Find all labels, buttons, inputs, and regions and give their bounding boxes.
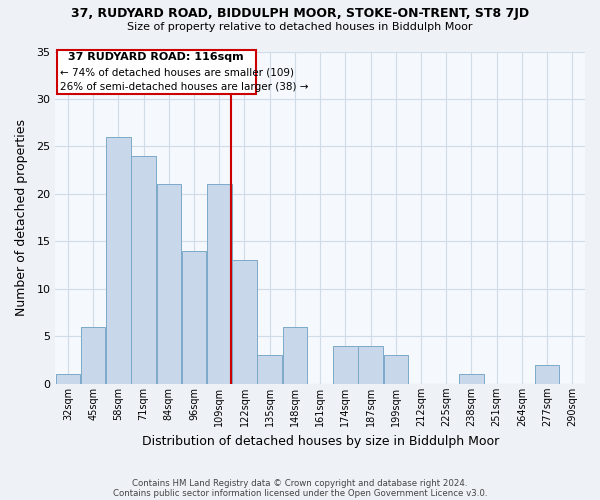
Text: Contains public sector information licensed under the Open Government Licence v3: Contains public sector information licen…: [113, 488, 487, 498]
Bar: [283, 327, 307, 384]
Bar: [232, 260, 257, 384]
X-axis label: Distribution of detached houses by size in Biddulph Moor: Distribution of detached houses by size …: [142, 434, 499, 448]
Bar: [106, 137, 131, 384]
FancyBboxPatch shape: [56, 50, 256, 94]
Bar: [81, 327, 106, 384]
Text: 37 RUDYARD ROAD: 116sqm: 37 RUDYARD ROAD: 116sqm: [68, 52, 244, 62]
Y-axis label: Number of detached properties: Number of detached properties: [15, 119, 28, 316]
Bar: [182, 251, 206, 384]
Text: 26% of semi-detached houses are larger (38) →: 26% of semi-detached houses are larger (…: [61, 82, 309, 92]
Text: ← 74% of detached houses are smaller (109): ← 74% of detached houses are smaller (10…: [61, 68, 295, 78]
Bar: [358, 346, 383, 384]
Text: Contains HM Land Registry data © Crown copyright and database right 2024.: Contains HM Land Registry data © Crown c…: [132, 478, 468, 488]
Text: 37, RUDYARD ROAD, BIDDULPH MOOR, STOKE-ON-TRENT, ST8 7JD: 37, RUDYARD ROAD, BIDDULPH MOOR, STOKE-O…: [71, 8, 529, 20]
Bar: [157, 184, 181, 384]
Bar: [131, 156, 156, 384]
Bar: [333, 346, 358, 384]
Bar: [257, 356, 282, 384]
Bar: [459, 374, 484, 384]
Bar: [56, 374, 80, 384]
Bar: [207, 184, 232, 384]
Bar: [383, 356, 408, 384]
Text: Size of property relative to detached houses in Biddulph Moor: Size of property relative to detached ho…: [127, 22, 473, 32]
Bar: [535, 365, 559, 384]
